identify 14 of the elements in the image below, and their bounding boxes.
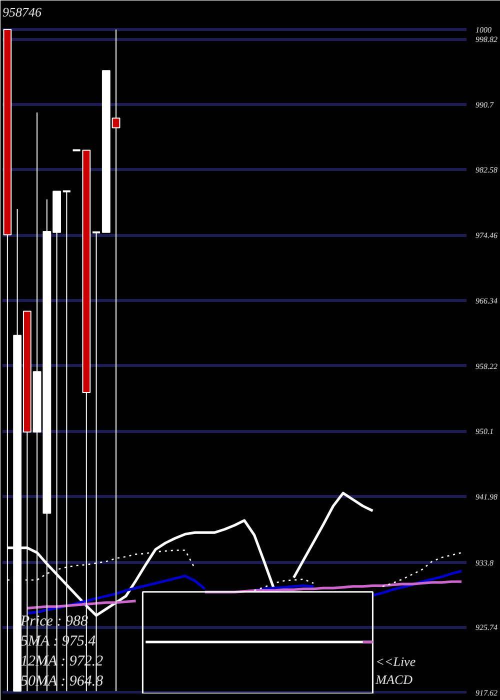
- y-tick-label: 925.74: [476, 623, 498, 632]
- y-tick-label: 950.1: [476, 427, 494, 436]
- series-label: <<Live MACD: [374, 654, 416, 687]
- y-tick-label: 958.22: [476, 362, 498, 371]
- y-tick-label: 990.7: [476, 100, 494, 110]
- chart-title: 958746: [2, 4, 42, 20]
- y-tick-label: 941.98: [476, 492, 498, 502]
- y-tick-label: 998.82: [476, 35, 498, 44]
- y-tick-label: 933.8: [476, 558, 494, 568]
- y-tick-label: 966.34: [476, 296, 498, 306]
- y-tick-label: 982.58: [476, 166, 498, 175]
- y-tick-label: 1000: [476, 26, 492, 35]
- y-tick-label: 917.62: [476, 688, 498, 698]
- y-tick-label: 974.46: [476, 231, 498, 240]
